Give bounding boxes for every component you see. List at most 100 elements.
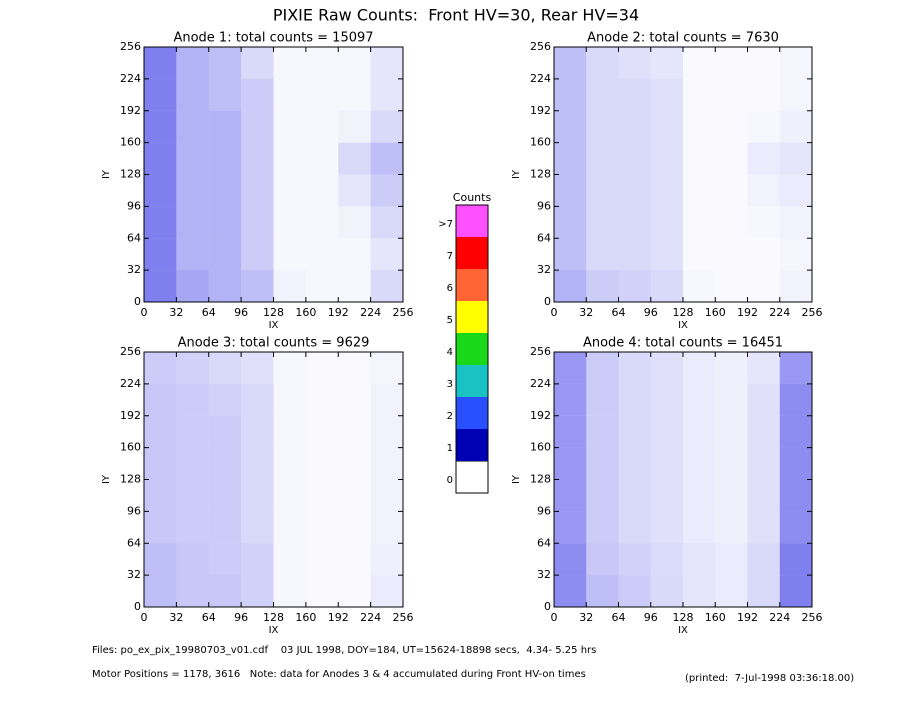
density-cell bbox=[779, 575, 812, 607]
x-tick-label: 256 bbox=[393, 306, 414, 319]
density-cell bbox=[650, 270, 683, 302]
y-tick-label: 256 bbox=[530, 40, 551, 53]
density-cell bbox=[618, 174, 651, 207]
density-cell bbox=[779, 479, 812, 512]
density-cell bbox=[715, 543, 748, 576]
density-cell bbox=[747, 415, 780, 448]
density-cell bbox=[747, 447, 780, 480]
density-cell bbox=[274, 175, 306, 207]
density-cell bbox=[338, 575, 370, 607]
density-cell bbox=[306, 270, 338, 302]
page-title: PIXIE Raw Counts: Front HV=30, Rear HV=3… bbox=[273, 6, 639, 25]
density-cell bbox=[715, 415, 748, 448]
density-cell bbox=[779, 383, 812, 416]
density-cell bbox=[241, 206, 274, 239]
density-cell bbox=[618, 543, 651, 576]
density-cell bbox=[274, 575, 306, 607]
colorbar-label: 6 bbox=[447, 283, 453, 294]
y-tick-label: 256 bbox=[120, 40, 141, 53]
density-cell bbox=[144, 47, 177, 79]
density-cell bbox=[650, 479, 683, 512]
density-cell bbox=[747, 383, 780, 416]
density-cell bbox=[554, 575, 587, 607]
x-axis-label: IX bbox=[269, 320, 279, 331]
density-cell bbox=[618, 352, 651, 384]
density-cell bbox=[176, 270, 209, 302]
density-cell bbox=[618, 206, 651, 239]
y-axis-label: IY bbox=[101, 169, 112, 179]
density-cell bbox=[273, 270, 306, 302]
density-cell bbox=[208, 47, 242, 79]
density-cell bbox=[586, 238, 619, 271]
density-cell bbox=[650, 352, 683, 384]
density-cell bbox=[650, 511, 683, 544]
density-cell bbox=[241, 142, 274, 175]
density-cell bbox=[241, 575, 274, 607]
density-cell bbox=[618, 383, 651, 416]
density-cell bbox=[208, 415, 242, 448]
density-cell bbox=[338, 270, 370, 302]
density-cell bbox=[650, 415, 683, 448]
density-cell bbox=[144, 511, 177, 544]
y-tick-label: 96 bbox=[537, 504, 551, 517]
density-cell bbox=[683, 511, 716, 544]
density-cell bbox=[586, 47, 619, 79]
x-tick-label: 224 bbox=[360, 611, 381, 624]
density-cell bbox=[554, 352, 587, 384]
density-cell bbox=[338, 110, 371, 143]
density-cell bbox=[715, 111, 747, 143]
density-cell bbox=[650, 238, 683, 271]
density-cell bbox=[274, 543, 306, 575]
density-cell bbox=[747, 479, 780, 512]
density-cell bbox=[241, 47, 274, 79]
colorbar-cell bbox=[455, 460, 489, 494]
density-cell bbox=[586, 78, 619, 111]
density-cell bbox=[370, 142, 403, 175]
density-cell bbox=[370, 270, 403, 302]
density-cell bbox=[274, 384, 306, 416]
colorbar-label: 7 bbox=[447, 251, 453, 262]
density-cell bbox=[554, 447, 587, 480]
density-cell bbox=[176, 78, 209, 111]
density-cell bbox=[241, 511, 274, 544]
density-cell bbox=[241, 415, 274, 448]
x-tick-label: 32 bbox=[579, 306, 593, 319]
density-cell bbox=[241, 447, 274, 480]
colorbar-cell bbox=[456, 429, 488, 461]
density-cell bbox=[176, 511, 209, 544]
density-cell bbox=[338, 543, 370, 575]
density-cell bbox=[683, 206, 715, 238]
density-cell bbox=[554, 415, 587, 448]
density-cell bbox=[306, 47, 338, 79]
density-cell bbox=[715, 238, 747, 270]
x-tick-label: 96 bbox=[234, 306, 248, 319]
footer-printed: (printed: 7-Jul-1998 03:36:18.00) bbox=[685, 673, 854, 684]
colorbar-cell bbox=[456, 333, 488, 365]
density-cell bbox=[208, 575, 242, 607]
density-cell bbox=[747, 543, 780, 576]
y-tick-label: 192 bbox=[120, 104, 141, 117]
density-cell bbox=[370, 575, 403, 607]
x-tick-label: 192 bbox=[737, 306, 758, 319]
density-cell bbox=[779, 206, 812, 239]
density-cell bbox=[650, 110, 683, 143]
y-tick-label: 192 bbox=[120, 409, 141, 422]
density-cell bbox=[176, 47, 209, 79]
density-cell bbox=[586, 447, 619, 480]
density-cell bbox=[618, 78, 651, 111]
density-cell bbox=[618, 447, 651, 480]
density-cell bbox=[176, 206, 209, 239]
density-cell bbox=[748, 79, 780, 111]
density-cell bbox=[338, 352, 370, 384]
y-tick-label: 160 bbox=[120, 136, 141, 149]
x-tick-label: 64 bbox=[612, 306, 626, 319]
density-cell bbox=[241, 352, 274, 384]
density-cell bbox=[683, 47, 715, 79]
density-cell bbox=[370, 78, 403, 111]
density-cell bbox=[241, 78, 274, 111]
colorbar-label: >7 bbox=[438, 219, 453, 230]
density-cell bbox=[176, 415, 209, 448]
density-cell bbox=[586, 110, 619, 143]
density-cell bbox=[650, 78, 683, 111]
